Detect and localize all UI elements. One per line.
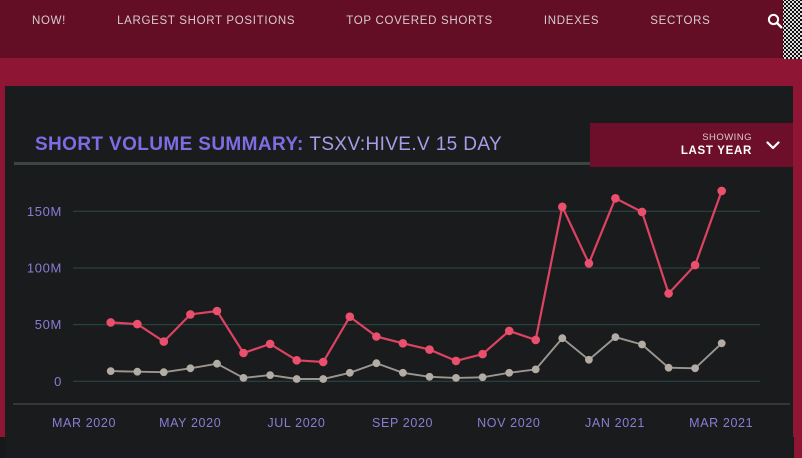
chart-bottom-separator xyxy=(13,403,790,405)
svg-text:MAY 2020: MAY 2020 xyxy=(159,416,221,430)
nav-item-sectors[interactable]: SECTORS xyxy=(650,15,711,27)
svg-text:NOV 2020: NOV 2020 xyxy=(477,416,540,430)
page-title-ticker: TSXV:HIVE.V 15 DAY xyxy=(309,134,503,155)
showing-range-dropdown[interactable]: SHOWING LAST YEAR xyxy=(590,123,793,167)
svg-text:MAR 2021: MAR 2021 xyxy=(689,416,753,430)
svg-text:50M: 50M xyxy=(35,317,62,332)
search-icon[interactable] xyxy=(767,13,783,29)
svg-text:MAR 2020: MAR 2020 xyxy=(52,416,116,430)
nav-item-largest-short-positions[interactable]: LARGEST SHORT POSITIONS xyxy=(117,15,296,27)
short-volume-panel: 150M 100M 50M 0 MAR 2020 MAY 2020 JUL 2020 SEP … xyxy=(5,86,793,458)
page-title-label: SHORT VOLUME SUMMARY: xyxy=(35,134,304,155)
dropdown-selected-value: LAST YEAR xyxy=(680,144,752,157)
nav-item-top-covered-shorts[interactable]: TOP COVERED SHORTS xyxy=(346,15,493,27)
nav-item-indexes[interactable]: INDEXES xyxy=(543,15,600,27)
nav-item-now[interactable]: NOW! xyxy=(32,15,67,27)
top-nav-items: NOW! LARGEST SHORT POSITIONS TOP COVERED… xyxy=(0,0,802,29)
svg-text:SEP 2020: SEP 2020 xyxy=(372,416,433,430)
dotted-pattern-decoration xyxy=(783,0,802,59)
chevron-down-icon xyxy=(766,140,780,150)
right-edge-strip xyxy=(794,0,802,458)
svg-text:100M: 100M xyxy=(27,260,62,275)
top-nav: NOW! LARGEST SHORT POSITIONS TOP COVERED… xyxy=(0,0,802,58)
svg-text:0: 0 xyxy=(54,374,62,389)
svg-text:JAN 2021: JAN 2021 xyxy=(585,416,645,430)
page-title: SHORT VOLUME SUMMARY: TSXV:HIVE.V 15 DAY xyxy=(35,134,502,156)
svg-text:JUL 2020: JUL 2020 xyxy=(267,416,325,430)
svg-text:150M: 150M xyxy=(27,204,62,219)
dropdown-text: SHOWING LAST YEAR xyxy=(681,132,752,158)
title-underline xyxy=(14,162,594,165)
dropdown-showing-label: SHOWING xyxy=(702,131,752,143)
short-volume-chart: 150M 100M 50M 0 MAR 2020 MAY 2020 JUL 2020 SEP … xyxy=(27,186,760,430)
